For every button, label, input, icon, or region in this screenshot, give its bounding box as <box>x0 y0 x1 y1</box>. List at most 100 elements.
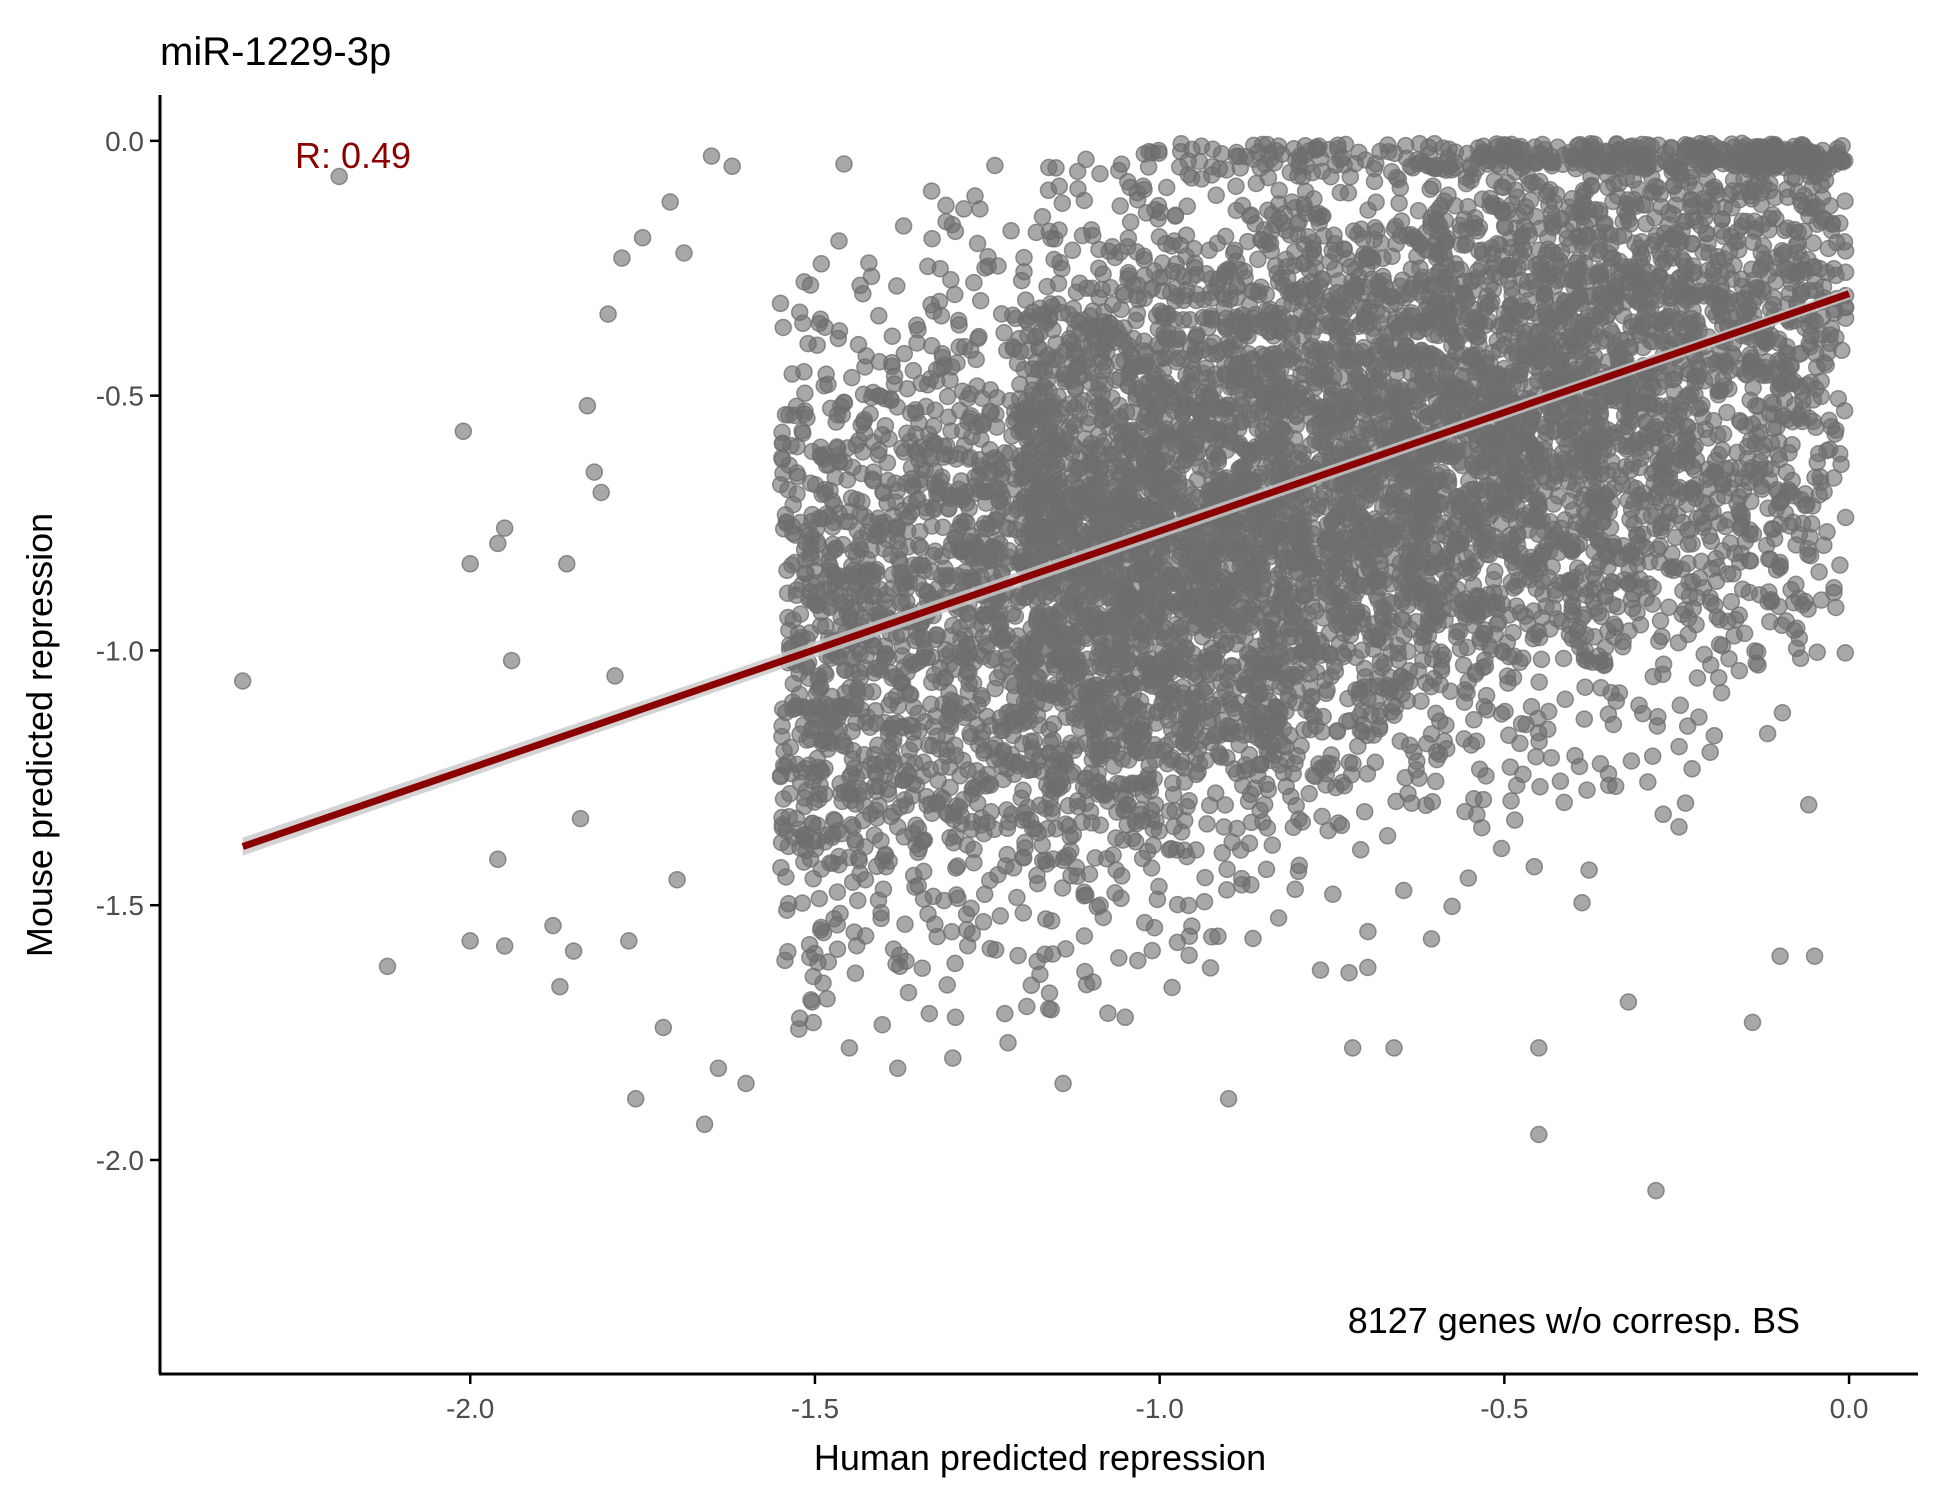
data-point <box>1836 508 1855 527</box>
data-point <box>502 651 521 670</box>
data-point <box>854 284 872 303</box>
data-point <box>774 790 793 808</box>
data-point <box>1127 833 1145 851</box>
data-point <box>1385 1039 1403 1057</box>
data-point <box>951 766 969 785</box>
data-point <box>461 555 479 573</box>
data-point <box>788 485 806 503</box>
data-point <box>1743 1013 1762 1032</box>
data-point <box>1802 515 1821 533</box>
data-point <box>856 358 874 376</box>
data-point <box>1063 241 1082 260</box>
data-point <box>489 850 507 869</box>
data-point <box>1676 794 1695 812</box>
data-point <box>1002 222 1020 240</box>
data-point <box>606 667 624 685</box>
data-point <box>860 254 878 272</box>
data-point <box>1143 941 1161 960</box>
data-point <box>1773 704 1792 722</box>
data-point <box>1164 785 1183 804</box>
data-point <box>1018 997 1036 1016</box>
data-point <box>975 482 993 501</box>
data-point <box>991 907 1010 925</box>
data-point <box>830 232 848 250</box>
data-point <box>1217 161 1236 179</box>
data-point <box>1805 947 1824 965</box>
data-point <box>818 990 836 1008</box>
data-point <box>1371 652 1390 671</box>
data-point <box>774 318 792 337</box>
data-point <box>924 887 943 906</box>
data-point <box>971 291 990 310</box>
data-point <box>1527 747 1545 766</box>
data-point <box>1532 650 1551 669</box>
data-point <box>1127 311 1145 330</box>
data-point <box>1670 818 1688 836</box>
data-point <box>895 344 914 363</box>
data-point <box>1249 250 1267 269</box>
data-point <box>613 249 631 267</box>
data-point <box>946 954 964 973</box>
data-point <box>1705 726 1724 745</box>
data-point <box>843 368 861 387</box>
data-point <box>1690 708 1708 726</box>
data-point <box>461 932 479 950</box>
data-point <box>865 826 884 844</box>
data-point <box>1555 793 1573 812</box>
data-point <box>1300 784 1318 803</box>
data-point <box>564 942 583 960</box>
data-point <box>1530 1125 1548 1144</box>
data-point <box>1422 930 1441 948</box>
data-point <box>661 193 679 211</box>
data-point <box>883 327 902 345</box>
data-point <box>1804 234 1823 252</box>
data-point <box>771 294 790 313</box>
data-point <box>1165 817 1183 836</box>
data-point <box>1836 192 1854 210</box>
data-point <box>1492 839 1511 858</box>
data-point <box>378 957 397 976</box>
data-point <box>840 1039 859 1057</box>
data-point <box>489 534 507 553</box>
data-point <box>654 1018 673 1037</box>
data-point <box>1219 1090 1238 1108</box>
data-point <box>1054 1074 1072 1093</box>
data-point <box>1307 138 1325 157</box>
data-point <box>1077 150 1095 169</box>
data-point <box>995 324 1013 342</box>
data-point <box>1351 841 1370 859</box>
data-point <box>1721 534 1740 552</box>
data-point <box>702 147 721 165</box>
data-point <box>495 937 514 955</box>
data-point <box>1230 147 1248 166</box>
data-point <box>1585 542 1603 561</box>
data-point <box>1053 879 1072 897</box>
data-point <box>1394 881 1413 900</box>
data-point <box>1180 946 1198 965</box>
data-point <box>551 977 569 996</box>
data-point <box>1556 690 1574 709</box>
data-point <box>495 519 514 537</box>
data-point <box>920 1004 939 1023</box>
data-point <box>1726 610 1745 629</box>
data-point <box>810 889 829 908</box>
data-point <box>899 983 918 1002</box>
data-point <box>1531 778 1549 796</box>
data-point <box>1530 673 1548 691</box>
data-point <box>1725 627 1743 645</box>
data-point <box>1022 976 1041 995</box>
data-point <box>1733 580 1752 598</box>
data-point <box>1324 885 1342 903</box>
chart-title: miR-1229-3p <box>160 30 391 74</box>
data-point <box>1116 1008 1134 1027</box>
data-point <box>958 936 977 955</box>
data-point <box>558 555 576 573</box>
data-point <box>1227 177 1245 195</box>
data-point <box>1404 743 1423 761</box>
data-point <box>1110 949 1128 967</box>
data-point <box>1226 241 1244 260</box>
data-point <box>723 157 741 176</box>
data-point <box>233 672 252 690</box>
data-point <box>772 858 790 877</box>
data-point <box>791 605 810 623</box>
